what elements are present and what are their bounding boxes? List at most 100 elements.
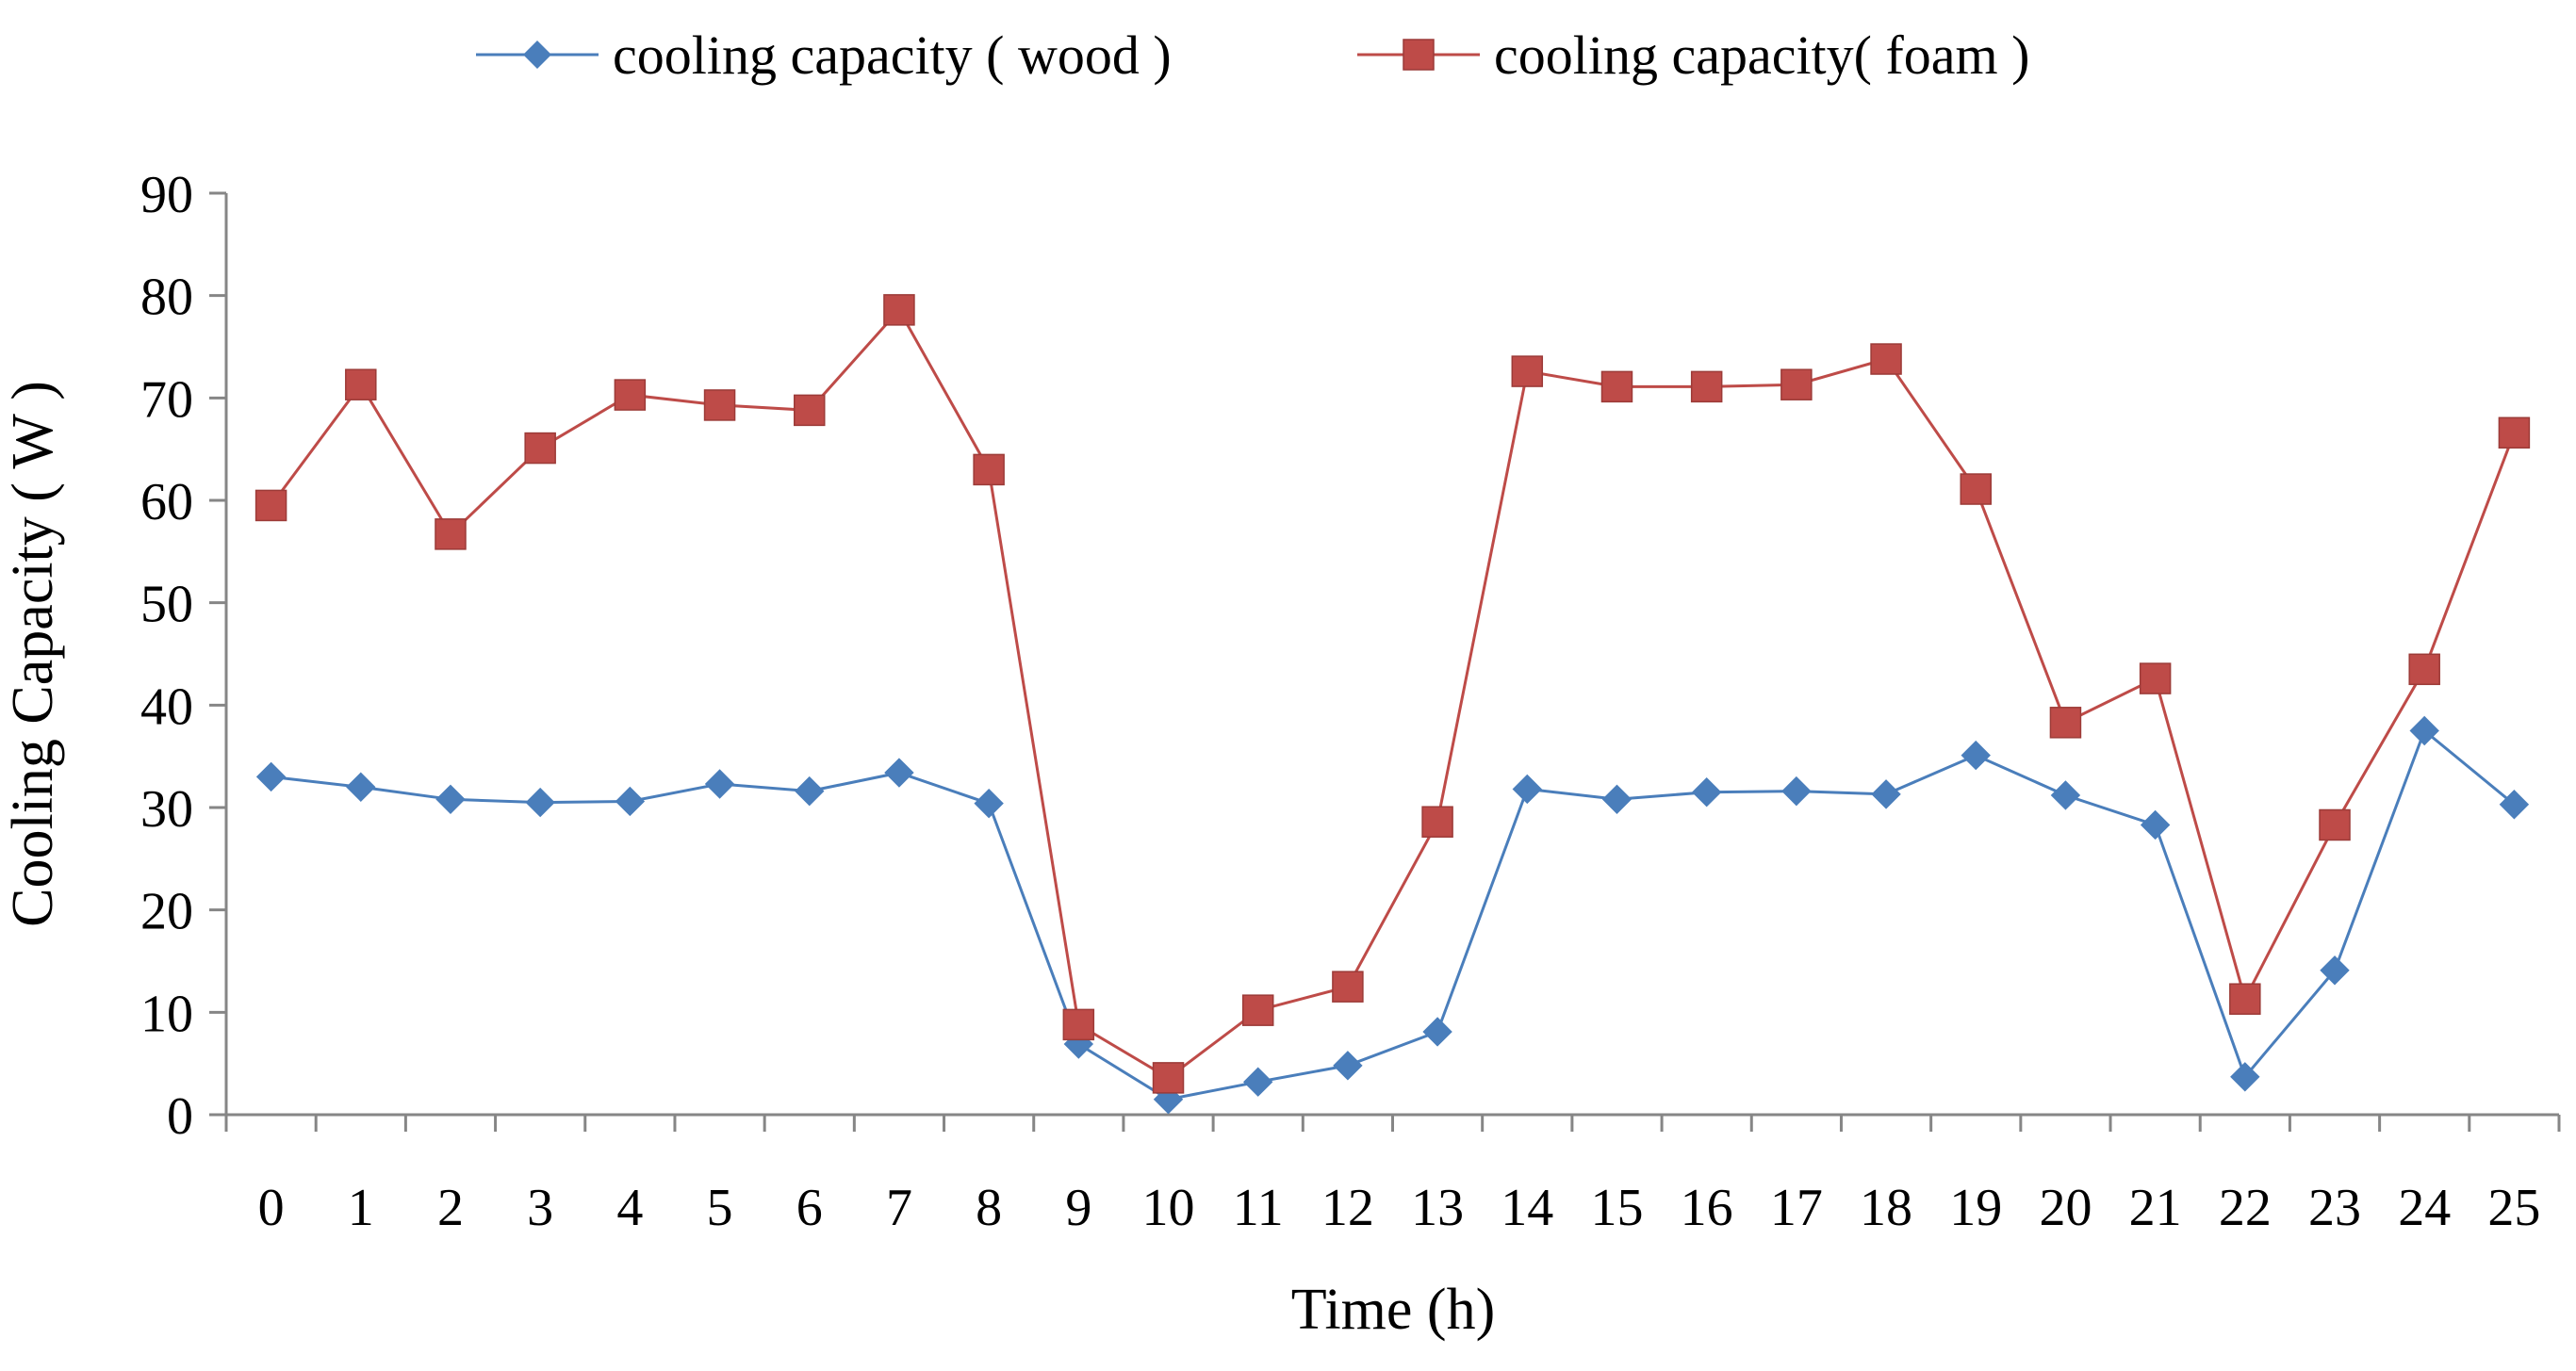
series-1 <box>255 715 2530 1115</box>
data-point <box>1241 994 1274 1026</box>
x-tick-label: 14 <box>1501 1179 1553 1237</box>
x-tick-label: 16 <box>1681 1179 1733 1237</box>
data-point <box>525 787 555 818</box>
x-tick-label: 24 <box>2398 1179 2451 1237</box>
x-tick-label: 11 <box>1233 1179 1284 1237</box>
data-point <box>794 394 826 427</box>
data-point <box>1871 779 1901 809</box>
data-point <box>524 432 556 465</box>
legend-entry-1: cooling capacity ( wood ) <box>476 24 1172 86</box>
y-tick-label: 90 <box>140 166 193 224</box>
series-layer <box>254 294 2531 1115</box>
data-point <box>435 784 466 815</box>
data-point <box>1691 776 1722 808</box>
data-point <box>1690 370 1723 403</box>
data-point <box>1511 355 1544 387</box>
y-axis-title: Cooling Capacity ( W ) <box>1 381 65 927</box>
data-point <box>1960 473 1992 505</box>
x-tick-label: 3 <box>527 1179 553 1237</box>
x-tick-label: 17 <box>1770 1179 1823 1237</box>
x-tick-label: 23 <box>2308 1179 2361 1237</box>
data-point <box>883 294 915 326</box>
series-line <box>271 728 2516 1102</box>
y-tick-label: 10 <box>140 985 193 1043</box>
data-point <box>1601 784 1633 815</box>
legend-label: cooling capacity( foam ) <box>1494 24 2029 86</box>
y-tick-label: 0 <box>167 1087 193 1146</box>
x-tick-label: 19 <box>1949 1179 2002 1237</box>
x-tick-label: 5 <box>707 1179 733 1237</box>
y-tick-label: 60 <box>140 473 193 531</box>
legend-marker <box>523 41 551 69</box>
data-point <box>703 389 736 421</box>
y-tick-label: 30 <box>140 780 193 839</box>
data-point <box>795 775 825 807</box>
x-tick-label: 25 <box>2487 1179 2540 1237</box>
x-tick-label: 21 <box>2129 1179 2182 1237</box>
x-tick-label: 2 <box>437 1179 464 1237</box>
x-axis-title: Time (h) <box>1291 1278 1495 1342</box>
y-tick-label: 80 <box>140 269 193 327</box>
x-tick-label: 9 <box>1065 1179 1091 1237</box>
legend-label: cooling capacity ( wood ) <box>613 24 1172 86</box>
x-tick-label: 0 <box>258 1179 285 1237</box>
data-point <box>2050 780 2081 810</box>
legend-marker <box>1403 39 1435 71</box>
data-point <box>974 788 1004 819</box>
data-point <box>1870 343 1902 375</box>
x-tick-label: 1 <box>348 1179 374 1237</box>
data-point <box>2140 809 2171 841</box>
data-point <box>614 379 647 411</box>
data-point <box>1781 775 1812 807</box>
data-point <box>1600 370 1633 403</box>
data-point <box>884 758 914 788</box>
data-point <box>2409 715 2439 746</box>
x-tick-label: 10 <box>1142 1179 1195 1237</box>
data-point <box>1243 1067 1273 1097</box>
y-tick-label: 20 <box>140 883 193 941</box>
data-point <box>704 769 735 799</box>
data-point <box>1152 1062 1185 1094</box>
data-point <box>2499 790 2530 820</box>
y-tick-label: 40 <box>140 677 193 736</box>
y-tick-label: 70 <box>140 370 193 429</box>
data-point <box>254 489 287 522</box>
data-point <box>2229 983 2261 1015</box>
data-point <box>255 761 287 792</box>
data-point <box>2139 662 2172 694</box>
x-tick-label: 12 <box>1321 1179 1374 1237</box>
legend: cooling capacity ( wood ) cooling capacit… <box>476 24 2029 86</box>
data-point <box>345 368 377 400</box>
data-point <box>1062 1008 1095 1041</box>
data-point <box>1780 368 1813 400</box>
y-tick-label: 50 <box>140 576 193 634</box>
x-tick-label: 15 <box>1590 1179 1643 1237</box>
data-point <box>2408 653 2440 686</box>
data-point <box>1333 1051 1363 1081</box>
data-point <box>2230 1062 2260 1092</box>
data-point <box>1332 971 1364 1003</box>
x-tick-label: 4 <box>616 1179 643 1237</box>
data-point <box>973 453 1005 486</box>
data-point <box>435 518 467 550</box>
x-tick-label: 13 <box>1411 1179 1464 1237</box>
data-point <box>2498 416 2531 449</box>
data-point <box>2320 955 2350 986</box>
data-point <box>1512 774 1542 805</box>
x-tick-label: 6 <box>796 1179 823 1237</box>
x-tick-label: 8 <box>976 1179 1002 1237</box>
x-tick-label: 22 <box>2219 1179 2272 1237</box>
legend-entry-2: cooling capacity( foam ) <box>1357 24 2029 86</box>
series-line <box>270 307 2516 1080</box>
x-tick-label: 18 <box>1860 1179 1912 1237</box>
data-point <box>1422 1017 1452 1047</box>
data-point <box>346 772 376 802</box>
x-tick-label: 20 <box>2039 1179 2092 1237</box>
data-point <box>1961 740 1991 771</box>
data-point <box>2319 808 2351 841</box>
x-tick-label: 7 <box>886 1179 912 1237</box>
data-point <box>615 786 646 817</box>
